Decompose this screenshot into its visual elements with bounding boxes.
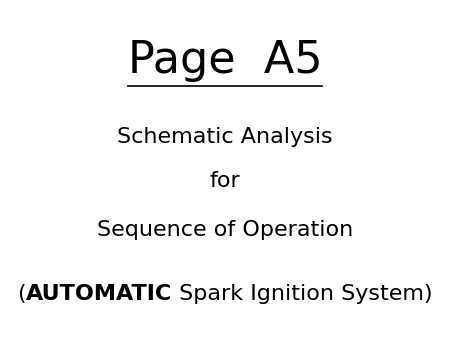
Text: for: for xyxy=(210,171,240,191)
Text: (: ( xyxy=(17,284,26,304)
Text: Page  A5: Page A5 xyxy=(128,39,322,82)
Text: Schematic Analysis: Schematic Analysis xyxy=(117,127,333,147)
Text: Spark Ignition System): Spark Ignition System) xyxy=(172,284,433,304)
Text: Sequence of Operation: Sequence of Operation xyxy=(97,220,353,240)
Text: AUTOMATIC: AUTOMATIC xyxy=(26,284,172,304)
